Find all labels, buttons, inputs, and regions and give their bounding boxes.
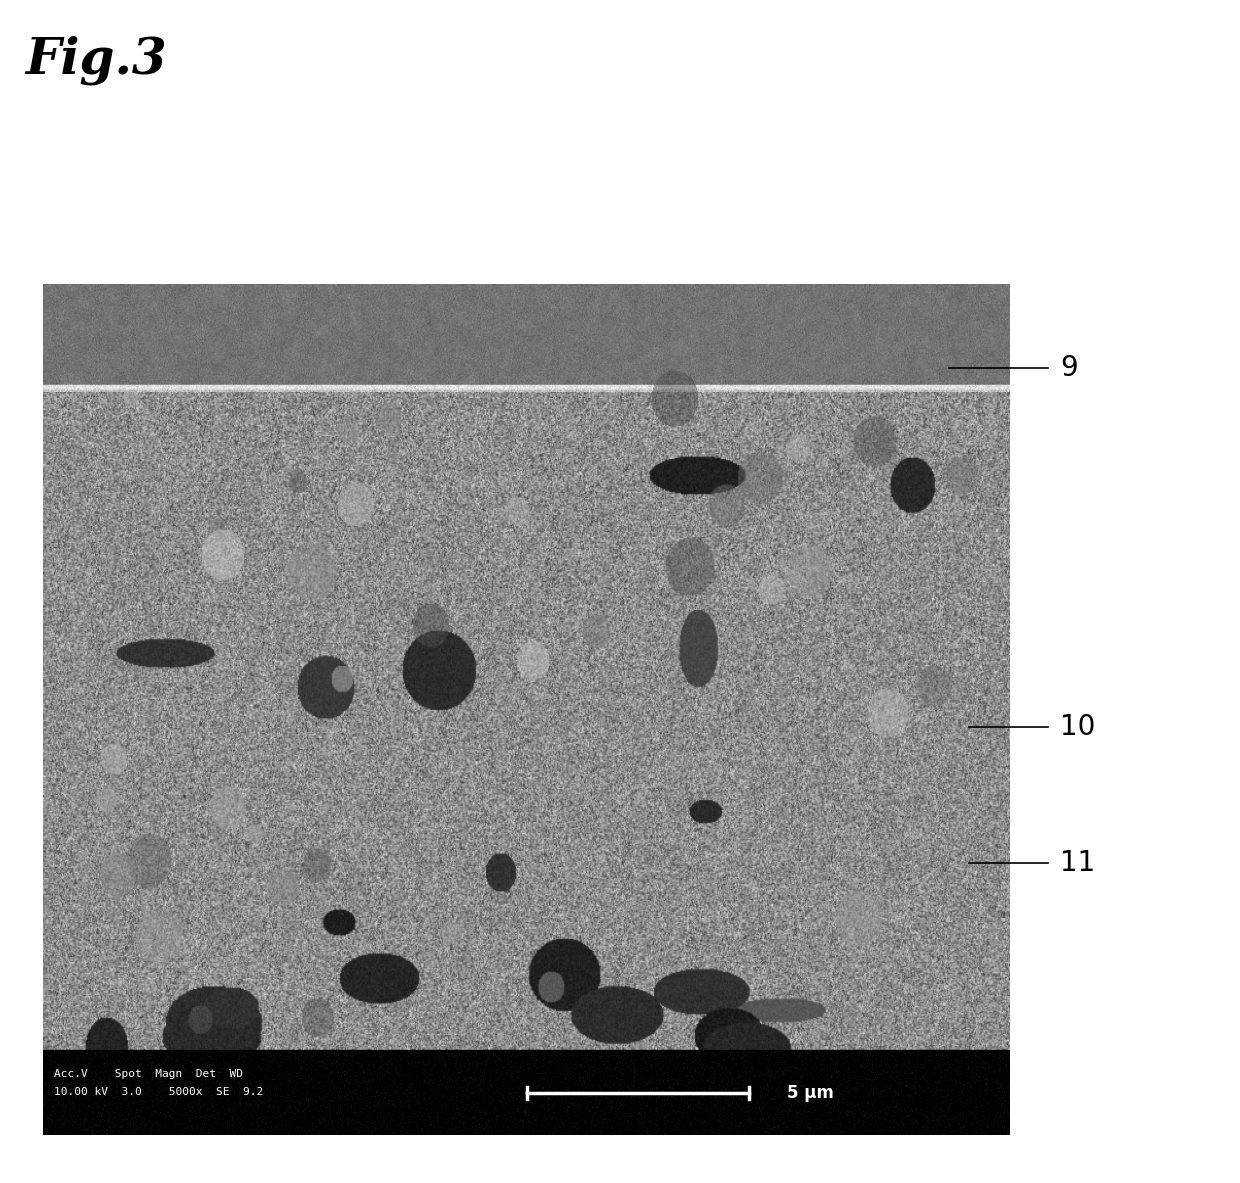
Text: 10.00 kV  3.0    5000x  SE  9.2: 10.00 kV 3.0 5000x SE 9.2	[53, 1087, 263, 1097]
Text: 11: 11	[1060, 849, 1095, 877]
Text: Fig.3: Fig.3	[25, 35, 166, 85]
Text: 9: 9	[1060, 354, 1078, 382]
Text: 5 μm: 5 μm	[787, 1084, 835, 1103]
Text: 10: 10	[1060, 713, 1096, 741]
Text: Acc.V    Spot  Magn  Det  WD: Acc.V Spot Magn Det WD	[53, 1068, 243, 1079]
